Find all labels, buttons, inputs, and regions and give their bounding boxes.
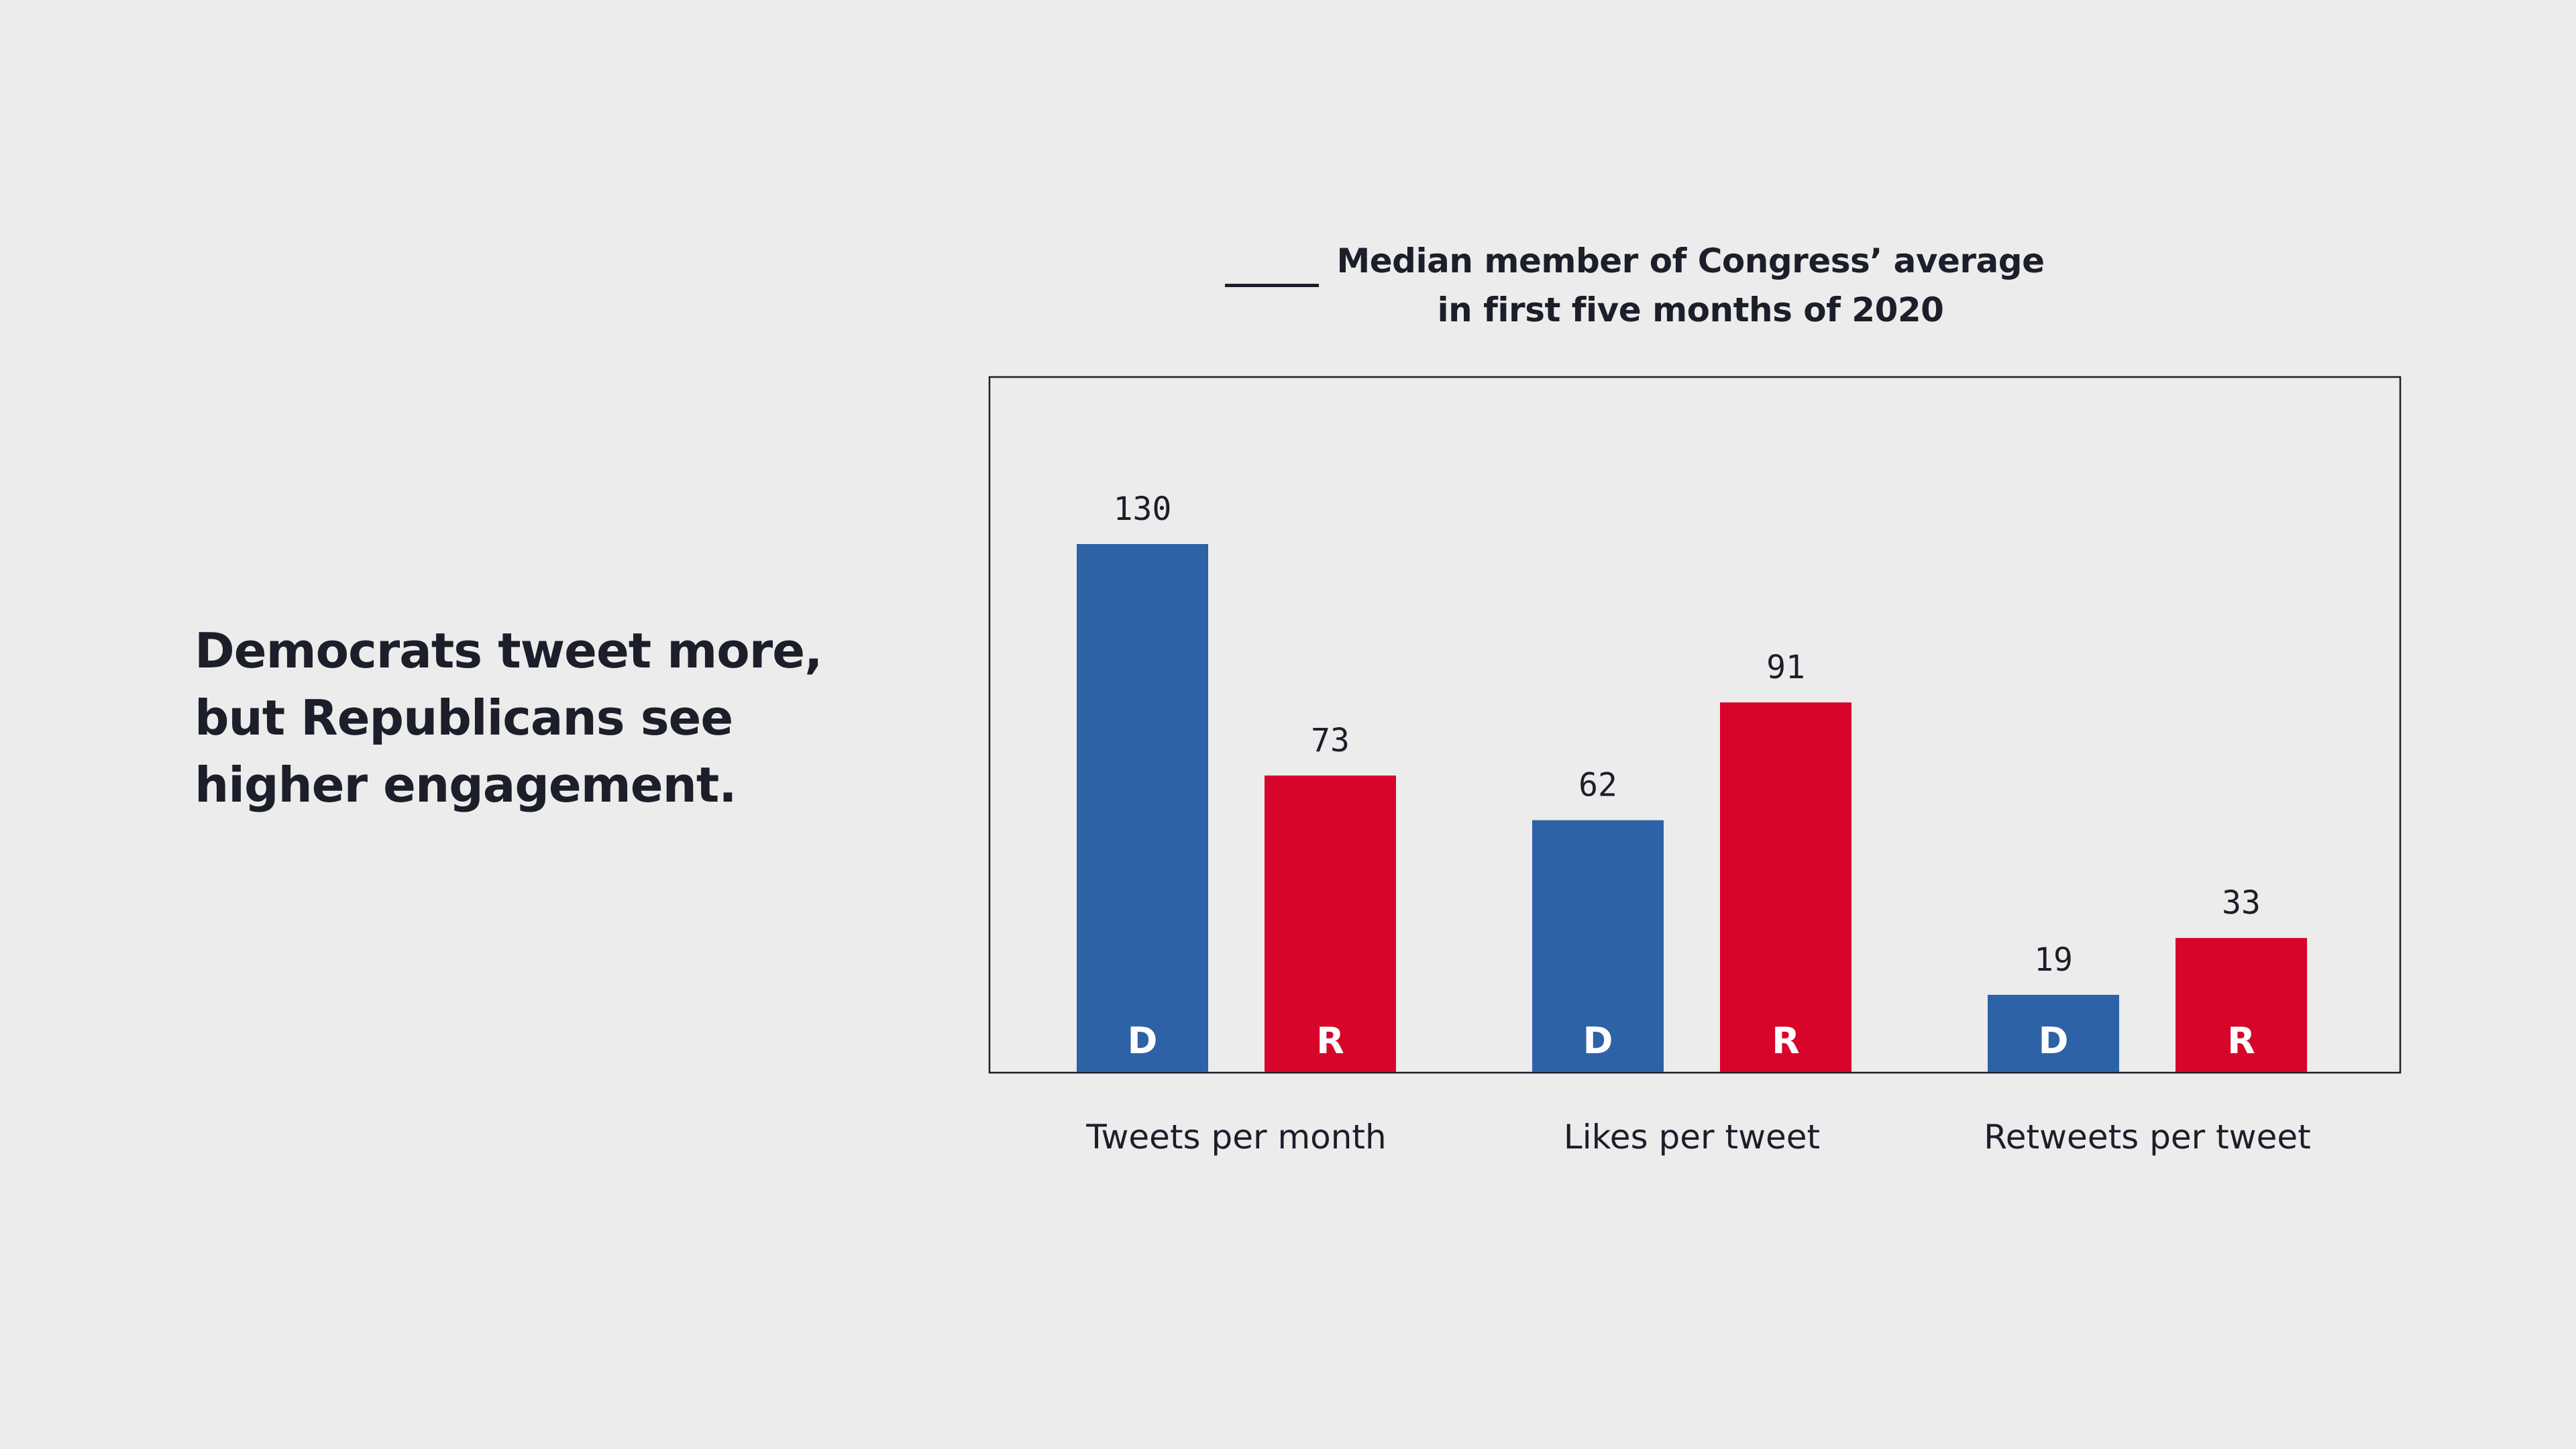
- party-letter-democrat-1: D: [1128, 1020, 1158, 1062]
- headline-line-3: higher engagement.: [195, 757, 737, 813]
- party-letter-democrat-3: D: [2039, 1020, 2069, 1062]
- headline-line-2: but Republicans see: [195, 690, 733, 746]
- party-letter-republican-2: R: [1772, 1020, 1800, 1062]
- fill-in-blank-line: [1225, 284, 1319, 287]
- headline: Democrats tweet more, but Republicans se…: [195, 617, 865, 818]
- value-label-republican-2: 91: [1766, 649, 1805, 686]
- chart-marks: 130 D 73 R Tweets per month 62 D 91 R Likes per t…: [1077, 490, 2311, 1157]
- plot-frame: [988, 376, 2402, 1074]
- party-letter-democrat-2: D: [1583, 1020, 1613, 1062]
- bar-republican-1: [1265, 775, 1396, 1072]
- category-label-3: Retweets per tweet: [1984, 1118, 2310, 1157]
- bar-republican-3: [2176, 938, 2307, 1072]
- category-label-1: Tweets per month: [1085, 1118, 1386, 1157]
- headline-line-1: Democrats tweet more,: [195, 623, 822, 679]
- value-label-democrat-2: 62: [1578, 767, 1617, 804]
- chart-title-line-1: Median member of Congress’ average: [1221, 238, 2160, 287]
- value-label-democrat-3: 19: [2034, 941, 2073, 979]
- category-label-2: Likes per tweet: [1564, 1118, 1820, 1157]
- party-letter-republican-1: R: [1316, 1020, 1344, 1062]
- chart-title-line-2: in first five months of 2020: [1437, 290, 1944, 329]
- value-label-republican-3: 33: [2222, 884, 2261, 922]
- bar-republican-2: [1720, 702, 1851, 1072]
- value-label-republican-1: 73: [1311, 722, 1350, 759]
- value-label-democrat-1: 130: [1114, 490, 1172, 528]
- party-letter-republican-3: R: [2227, 1020, 2255, 1062]
- bar-democrat-1: [1077, 544, 1208, 1072]
- bar-democrat-2: [1532, 820, 1664, 1072]
- bar-democrat-3: [1988, 994, 2119, 1072]
- chart-title: Median member of Congress’ average in fi…: [1221, 238, 2160, 333]
